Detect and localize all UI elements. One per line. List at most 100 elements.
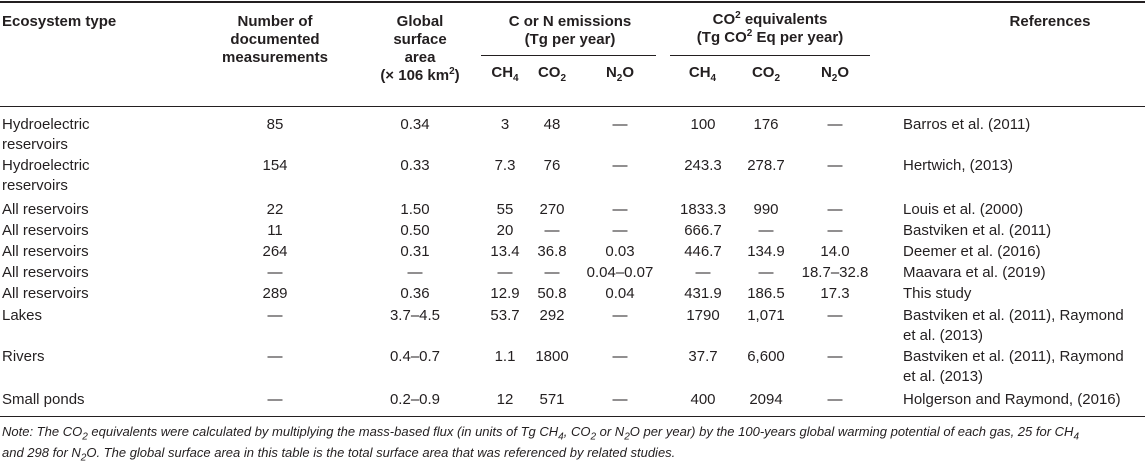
cell-ch4: 12 xyxy=(496,391,514,408)
header-eq-ch4: CH4 xyxy=(675,64,730,84)
cell-ecosystem-type: reservoirs xyxy=(2,136,68,153)
header-ch4-base: CH xyxy=(491,64,514,81)
cell-n: 289 xyxy=(262,285,288,302)
cell-area: 1.50 xyxy=(400,201,430,218)
header-ecosystem-type: Ecosystem type xyxy=(2,13,117,30)
cell-n2o: 0.03 xyxy=(605,243,635,260)
cell-eq-co2: — xyxy=(758,264,774,281)
cell-eq-ch4: 100 xyxy=(690,116,716,133)
cell-area: 0.2–0.9 xyxy=(389,391,441,408)
cell-n: 264 xyxy=(262,243,288,260)
cell-eq-co2: — xyxy=(758,222,774,239)
cell-ecosystem-type: Small ponds xyxy=(2,391,85,408)
header-ch4-sub: 4 xyxy=(513,73,519,84)
cell-eq-n2o: — xyxy=(827,348,843,365)
header-co2eq-line1-a: CO xyxy=(712,11,736,28)
cell-eq-n2o: — xyxy=(827,222,843,239)
header-eq-ch4-base: CH xyxy=(688,64,711,81)
cell-n: — xyxy=(267,348,283,365)
cell-eq-ch4: 666.7 xyxy=(684,222,722,239)
cell-reference: Deemer et al. (2016) xyxy=(903,243,1041,260)
cell-reference: This study xyxy=(903,285,972,302)
cell-reference: et al. (2013) xyxy=(903,327,984,344)
cell-co2: 292 xyxy=(539,307,565,324)
cell-area: 3.7–4.5 xyxy=(389,307,441,324)
cell-co2: 571 xyxy=(539,391,565,408)
header-eq-co2-sub: 2 xyxy=(774,73,781,84)
header-n2o-base: N xyxy=(605,64,617,81)
note-part: Note: The CO xyxy=(2,424,83,439)
cell-n: — xyxy=(267,264,283,281)
cell-ecosystem-type: All reservoirs xyxy=(2,264,89,281)
header-surface-area-unit: (× 106 km xyxy=(380,67,450,84)
cell-n: 85 xyxy=(266,116,284,133)
note-sub: 2 xyxy=(80,452,87,464)
cell-reference: Louis et al. (2000) xyxy=(903,201,1024,218)
header-emissions-line1: C or N emissions xyxy=(508,13,632,30)
cell-ch4: 3 xyxy=(500,116,510,133)
note-part: O per year) by the 100-years global warm… xyxy=(629,424,1074,439)
note-part: or N xyxy=(596,424,625,439)
cell-eq-co2: 176 xyxy=(753,116,779,133)
cell-area: — xyxy=(407,264,423,281)
header-ch4: CH4 xyxy=(483,64,527,84)
header-co2eq-line2-b: Eq per year) xyxy=(752,29,844,46)
cell-n: 11 xyxy=(267,222,283,239)
cell-eq-n2o: — xyxy=(827,116,843,133)
cell-ecosystem-type: Lakes xyxy=(2,307,43,324)
cell-ecosystem-type: All reservoirs xyxy=(2,243,89,260)
cell-co2: 48 xyxy=(543,116,561,133)
header-references: References xyxy=(1009,13,1091,30)
cell-eq-n2o: — xyxy=(827,307,843,324)
cell-ch4: 12.9 xyxy=(490,285,520,302)
cell-ch4: 13.4 xyxy=(490,243,520,260)
header-co2eq-line1: CO2 equivalents xyxy=(665,11,875,29)
co2eq-group-underline xyxy=(670,55,870,56)
cell-eq-co2: 278.7 xyxy=(747,157,785,174)
cell-reference: et al. (2013) xyxy=(903,368,984,385)
cell-eq-co2: 2094 xyxy=(749,391,783,408)
header-eq-n2o-base: N xyxy=(820,64,832,81)
cell-eq-n2o: 14.0 xyxy=(820,243,850,260)
cell-reference: Bastviken et al. (2011) xyxy=(903,222,1052,239)
cell-reference: Hertwich, (2013) xyxy=(903,157,1014,174)
cell-eq-co2: 6,600 xyxy=(747,348,785,365)
header-num-measurements-line1: Number of xyxy=(237,13,313,30)
header-n2o-sub: 2 xyxy=(616,73,623,84)
header-co2eq-group: CO2 equivalents (Tg CO2 Eq per year) xyxy=(665,11,875,47)
header-bottom-rule xyxy=(0,106,1145,107)
note-part: and 298 for N xyxy=(2,445,81,460)
cell-ecosystem-type: reservoirs xyxy=(2,177,68,194)
cell-eq-ch4: 1833.3 xyxy=(680,201,726,218)
cell-co2: 270 xyxy=(539,201,565,218)
table-bottom-rule xyxy=(0,416,1145,417)
header-co2eq-line2: (Tg CO2 Eq per year) xyxy=(665,29,875,47)
cell-eq-ch4: 1790 xyxy=(686,307,720,324)
note-sub: 4 xyxy=(1073,431,1079,443)
header-eq-co2-base: CO xyxy=(751,64,775,81)
header-surface-area-line1: Global xyxy=(396,13,444,30)
cell-ch4: 53.7 xyxy=(490,307,520,324)
cell-ch4: 20 xyxy=(496,222,514,239)
cell-n2o: 0.04–0.07 xyxy=(586,264,654,281)
header-emissions-line2: (Tg per year) xyxy=(524,31,616,48)
cell-eq-n2o: 17.3 xyxy=(820,285,850,302)
cell-n2o: — xyxy=(612,201,628,218)
cell-co2: 1800 xyxy=(535,348,569,365)
header-co2-sub: 2 xyxy=(560,73,567,84)
note-part: equivalents were calculated by multiplyi… xyxy=(87,424,559,439)
cell-n2o: — xyxy=(612,391,628,408)
cell-eq-n2o: — xyxy=(827,391,843,408)
cell-ecosystem-type: All reservoirs xyxy=(2,201,89,218)
cell-ch4: — xyxy=(497,264,513,281)
header-eq-co2: CO2 xyxy=(736,64,796,84)
header-num-measurements: Number of documented measurements xyxy=(210,13,340,67)
header-co2: CO2 xyxy=(527,64,577,84)
cell-n2o: — xyxy=(612,348,628,365)
note-sub: 2 xyxy=(624,431,630,443)
cell-reference: Barros et al. (2011) xyxy=(903,116,1031,133)
cell-eq-n2o: — xyxy=(827,157,843,174)
note-sub: 4 xyxy=(558,431,564,443)
cell-eq-co2: 1,071 xyxy=(747,307,785,324)
header-eq-n2o-sub: 2 xyxy=(831,73,838,84)
